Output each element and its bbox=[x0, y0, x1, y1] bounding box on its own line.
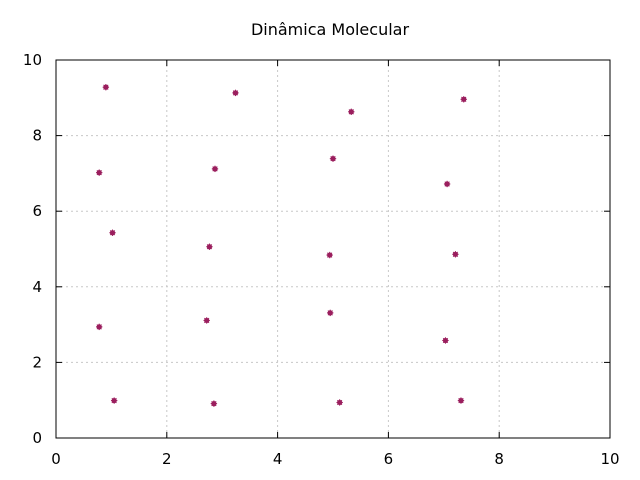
y-tick-label: 8 bbox=[32, 127, 42, 145]
data-point bbox=[329, 155, 337, 162]
x-tick-label: 8 bbox=[494, 450, 504, 468]
data-point bbox=[232, 89, 239, 97]
data-point bbox=[206, 243, 213, 250]
data-point bbox=[460, 96, 467, 103]
data-point bbox=[327, 309, 334, 317]
data-point bbox=[96, 169, 103, 176]
data-point bbox=[442, 337, 449, 344]
axis-ticks: 0 2 4 6 8 10 0 2 4 6 8 10 bbox=[23, 51, 620, 468]
y-tick-label: 0 bbox=[32, 429, 42, 447]
y-tick-label: 2 bbox=[32, 353, 42, 371]
data-point bbox=[452, 251, 459, 258]
data-point bbox=[326, 251, 333, 259]
y-tick-label: 6 bbox=[32, 202, 42, 220]
plot-frame bbox=[55, 59, 611, 439]
x-tick-label: 4 bbox=[273, 450, 283, 468]
data-point bbox=[109, 229, 116, 236]
y-tick-label: 10 bbox=[23, 51, 42, 69]
data-point bbox=[102, 84, 110, 91]
data-point bbox=[336, 399, 343, 406]
data-points bbox=[96, 84, 467, 407]
data-point bbox=[211, 165, 219, 173]
data-point bbox=[443, 180, 451, 188]
data-point bbox=[203, 317, 210, 324]
chart-title: Dinâmica Molecular bbox=[251, 20, 410, 39]
data-point bbox=[110, 397, 118, 404]
y-tick-label: 4 bbox=[32, 278, 42, 296]
x-tick-label: 10 bbox=[600, 450, 619, 468]
x-tick-label: 6 bbox=[384, 450, 394, 468]
data-point bbox=[457, 397, 465, 404]
x-tick-label: 2 bbox=[162, 450, 172, 468]
data-point bbox=[210, 400, 218, 407]
data-point bbox=[96, 323, 103, 331]
data-point bbox=[348, 108, 355, 115]
x-tick-label: 0 bbox=[51, 450, 61, 468]
grid bbox=[56, 60, 610, 438]
